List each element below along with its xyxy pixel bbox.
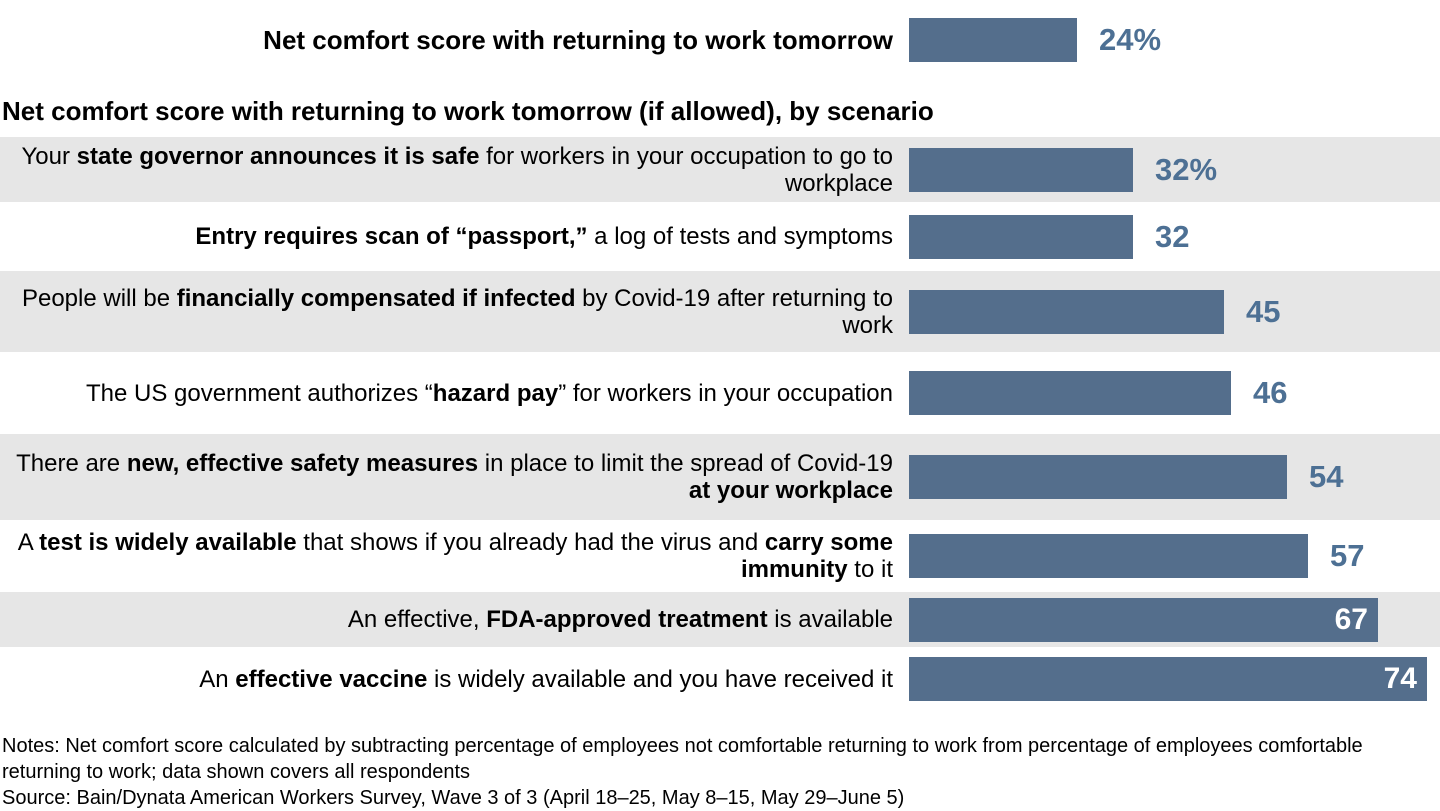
value-label: 45 (1246, 293, 1281, 329)
bar-track: 74 (909, 657, 1440, 701)
scenario-label: An effective, FDA-approved treatment is … (347, 606, 893, 633)
scenario-rows: Your state governor announces it is safe… (0, 137, 1440, 711)
bar-track: 46 (909, 371, 1440, 415)
notes-block: Notes: Net comfort score calculated by s… (2, 733, 1440, 811)
bar (909, 534, 1308, 578)
scenario-row: Entry requires scan of “passport,” a log… (0, 202, 1440, 271)
bar: 67 (909, 597, 1378, 642)
scenario-row: The US government authorizes “hazard pay… (0, 352, 1440, 434)
value-label: 54 (1309, 459, 1344, 494)
value-label: 57 (1330, 538, 1365, 573)
bar: 74 (909, 657, 1427, 701)
bar-track: 32% (909, 147, 1440, 192)
bar (909, 455, 1287, 499)
scenario-label: The US government authorizes “hazard pay… (85, 379, 893, 407)
overall-bar-area: 24% (909, 18, 1440, 62)
bar-track: 67 (909, 597, 1440, 642)
value-label: 46 (1253, 375, 1288, 410)
scenario-row: There are new, effective safety measures… (0, 434, 1440, 520)
scenario-row: Your state governor announces it is safe… (0, 137, 1440, 202)
overall-chart-title: Net comfort score with returning to work… (263, 25, 893, 55)
scenario-row: A test is widely available that shows if… (0, 520, 1440, 592)
bar (909, 147, 1133, 192)
scenario-label: People will be financially compensated i… (21, 284, 893, 339)
scenario-label: An effective vaccine is widely available… (199, 665, 893, 693)
section-title: Net comfort score with returning to work… (2, 96, 934, 126)
bar (909, 289, 1224, 334)
bar-track: 45 (909, 289, 1440, 334)
bar-track: 32 (909, 214, 1440, 259)
value-label: 74 (1383, 662, 1417, 695)
overall-value-label: 24% (1099, 22, 1162, 57)
value-label: 32 (1155, 218, 1190, 254)
bar (909, 371, 1231, 415)
notes-text: Notes: Net comfort score calculated by s… (2, 735, 1363, 783)
scenario-label: Entry requires scan of “passport,” a log… (195, 223, 893, 250)
source-text: Source: Bain/Dynata American Workers Sur… (2, 787, 905, 809)
scenario-row: An effective vaccine is widely available… (0, 647, 1440, 711)
scenario-row: People will be financially compensated i… (0, 271, 1440, 352)
scenario-label: A test is widely available that shows if… (17, 529, 893, 583)
bar (909, 214, 1133, 259)
value-label: 67 (1334, 602, 1368, 636)
value-label: 32% (1155, 151, 1218, 187)
scenario-label: There are new, effective safety measures… (16, 450, 893, 504)
overall-bar (909, 18, 1077, 62)
scenario-row: An effective, FDA-approved treatment is … (0, 592, 1440, 647)
scenario-label: Your state governor announces it is safe… (21, 142, 893, 197)
bar-track: 57 (909, 534, 1440, 578)
bar-track: 54 (909, 455, 1440, 499)
overall-row: Net comfort score with returning to work… (0, 0, 1440, 80)
